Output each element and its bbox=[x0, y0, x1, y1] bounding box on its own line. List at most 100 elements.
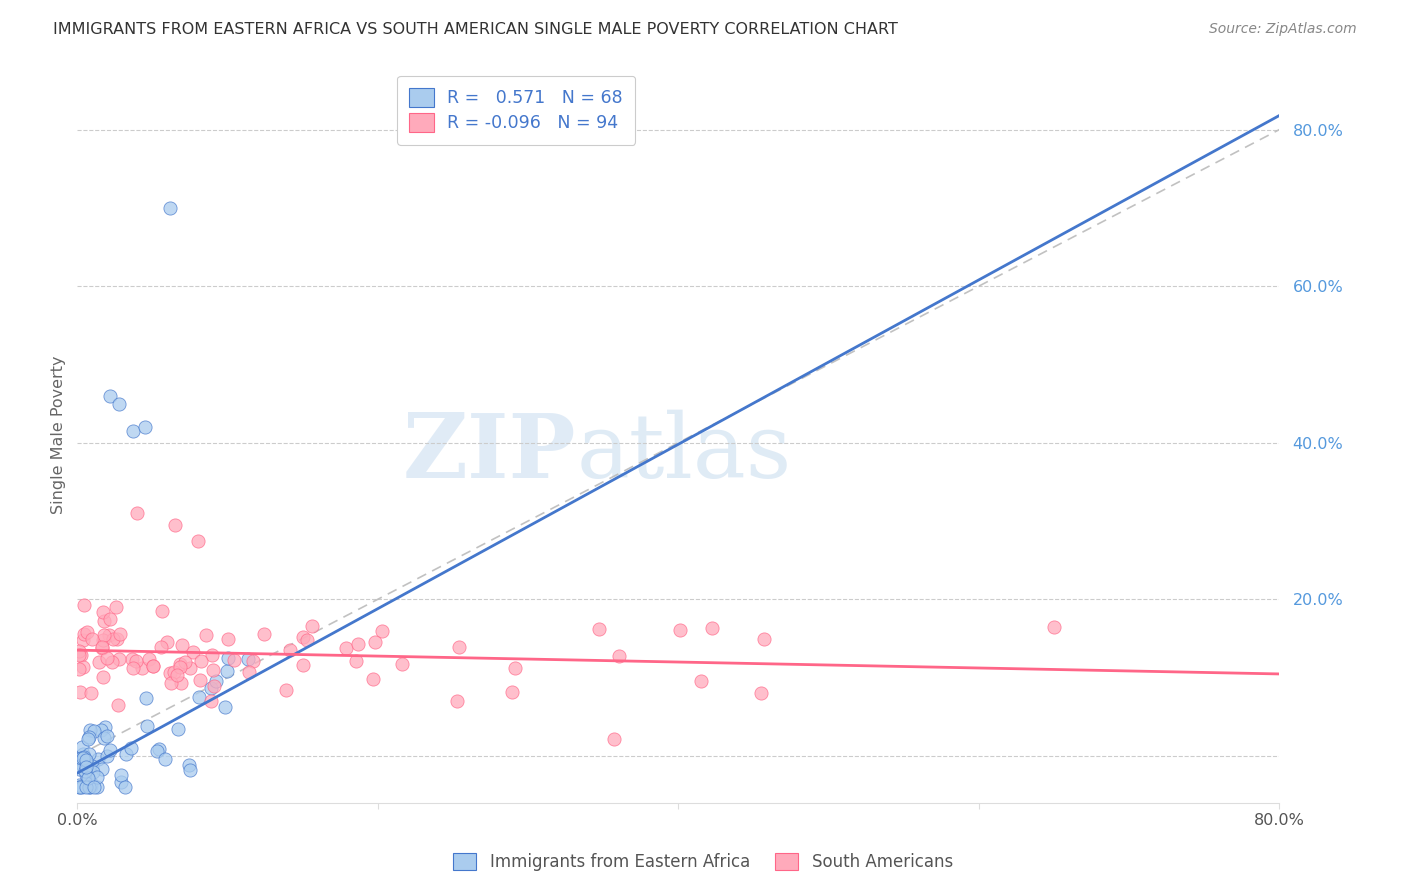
Point bbox=[501, 685, 523, 699]
Point bbox=[188, 673, 211, 687]
Point bbox=[186, 533, 209, 548]
Point bbox=[80, 779, 103, 793]
Point bbox=[370, 624, 392, 639]
Point bbox=[217, 632, 239, 646]
Point bbox=[67, 780, 90, 794]
Point bbox=[291, 658, 314, 673]
Point bbox=[121, 661, 143, 675]
Point bbox=[121, 652, 143, 666]
Point bbox=[749, 686, 772, 700]
Point bbox=[83, 724, 105, 739]
Point bbox=[101, 655, 124, 669]
Point bbox=[80, 759, 103, 773]
Point bbox=[70, 780, 93, 794]
Point bbox=[156, 635, 179, 649]
Point bbox=[149, 640, 172, 655]
Point bbox=[75, 753, 97, 767]
Point bbox=[108, 652, 131, 666]
Point bbox=[75, 764, 97, 778]
Point bbox=[588, 622, 610, 636]
Point bbox=[72, 758, 94, 772]
Legend: R =   0.571   N = 68, R = -0.096   N = 94: R = 0.571 N = 68, R = -0.096 N = 94 bbox=[396, 76, 636, 145]
Point bbox=[107, 698, 129, 713]
Point bbox=[148, 741, 170, 756]
Point bbox=[169, 657, 191, 671]
Point bbox=[101, 632, 124, 646]
Point bbox=[1043, 620, 1066, 634]
Point bbox=[200, 694, 222, 708]
Point bbox=[201, 663, 224, 677]
Point bbox=[361, 672, 384, 686]
Point bbox=[689, 673, 711, 688]
Text: Source: ZipAtlas.com: Source: ZipAtlas.com bbox=[1209, 22, 1357, 37]
Point bbox=[82, 632, 104, 647]
Point bbox=[125, 654, 148, 668]
Point bbox=[86, 770, 108, 784]
Point bbox=[163, 665, 186, 680]
Point bbox=[169, 659, 191, 673]
Point bbox=[75, 755, 97, 769]
Point bbox=[91, 763, 114, 777]
Point bbox=[67, 763, 90, 777]
Point bbox=[70, 750, 93, 764]
Point bbox=[170, 638, 193, 652]
Point bbox=[200, 681, 222, 696]
Point bbox=[127, 506, 149, 520]
Point bbox=[603, 731, 626, 746]
Point bbox=[201, 648, 224, 662]
Point bbox=[108, 396, 131, 410]
Point bbox=[166, 668, 188, 682]
Point bbox=[89, 723, 111, 737]
Point bbox=[80, 775, 103, 789]
Point bbox=[607, 648, 630, 663]
Point bbox=[253, 626, 276, 640]
Point bbox=[77, 762, 100, 776]
Point bbox=[73, 627, 96, 641]
Point bbox=[90, 641, 112, 656]
Point bbox=[187, 690, 209, 705]
Point bbox=[69, 685, 91, 699]
Point bbox=[72, 747, 94, 761]
Point bbox=[79, 780, 101, 794]
Point bbox=[190, 654, 212, 668]
Point bbox=[131, 661, 153, 675]
Point bbox=[391, 657, 413, 671]
Point bbox=[292, 630, 315, 644]
Point bbox=[76, 770, 98, 784]
Point bbox=[173, 655, 195, 669]
Point bbox=[159, 666, 181, 681]
Point bbox=[202, 679, 225, 693]
Point bbox=[69, 648, 91, 663]
Point bbox=[214, 700, 236, 714]
Text: ZIP: ZIP bbox=[402, 409, 576, 497]
Point bbox=[75, 768, 97, 782]
Point bbox=[159, 201, 181, 215]
Point bbox=[98, 612, 121, 626]
Point bbox=[105, 632, 128, 646]
Point bbox=[72, 660, 94, 674]
Point bbox=[67, 752, 90, 766]
Point bbox=[138, 652, 160, 666]
Point bbox=[90, 640, 112, 654]
Point bbox=[179, 764, 201, 778]
Point bbox=[120, 741, 142, 756]
Point bbox=[93, 731, 115, 746]
Point bbox=[93, 720, 115, 734]
Point bbox=[179, 661, 201, 675]
Y-axis label: Single Male Poverty: Single Male Poverty bbox=[51, 356, 66, 514]
Point bbox=[122, 424, 145, 438]
Point bbox=[110, 775, 132, 789]
Point bbox=[110, 768, 132, 782]
Point bbox=[752, 632, 775, 646]
Point bbox=[236, 652, 259, 666]
Point bbox=[96, 729, 118, 743]
Point bbox=[447, 640, 470, 654]
Point bbox=[114, 780, 136, 794]
Point bbox=[274, 683, 297, 698]
Point bbox=[86, 780, 108, 794]
Point bbox=[215, 664, 238, 678]
Point bbox=[69, 780, 91, 794]
Point bbox=[100, 389, 122, 403]
Point bbox=[335, 640, 357, 655]
Point bbox=[242, 654, 264, 668]
